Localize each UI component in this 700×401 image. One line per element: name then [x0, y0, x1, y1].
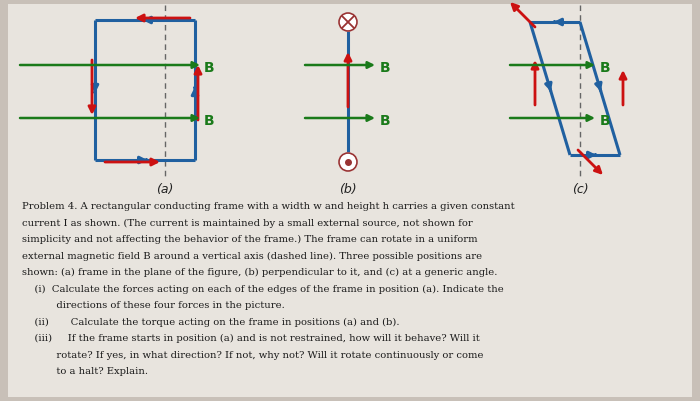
Text: B: B [380, 114, 391, 128]
Text: Problem 4. A rectangular conducting frame with a width w and height h carries a : Problem 4. A rectangular conducting fram… [22, 202, 514, 211]
Text: (a): (a) [156, 183, 174, 196]
Text: shown: (a) frame in the plane of the figure, (b) perpendicular to it, and (c) at: shown: (a) frame in the plane of the fig… [22, 268, 498, 277]
Text: B: B [600, 114, 610, 128]
Circle shape [339, 13, 357, 31]
Text: (i)  Calculate the forces acting on each of the edges of the frame in position (: (i) Calculate the forces acting on each … [22, 284, 504, 294]
Text: external magnetic field B around a vertical axis (dashed line). Three possible p: external magnetic field B around a verti… [22, 251, 482, 261]
Text: (ii)       Calculate the torque acting on the frame in positions (a) and (b).: (ii) Calculate the torque acting on the … [22, 318, 400, 327]
Text: rotate? If yes, in what direction? If not, why not? Will it rotate continuously : rotate? If yes, in what direction? If no… [22, 350, 484, 360]
Text: directions of these four forces in the picture.: directions of these four forces in the p… [22, 301, 285, 310]
Text: B: B [204, 114, 215, 128]
Text: B: B [204, 61, 215, 75]
Text: B: B [600, 61, 610, 75]
Text: to a halt? Explain.: to a halt? Explain. [22, 367, 148, 376]
Text: (c): (c) [572, 183, 588, 196]
Text: simplicity and not affecting the behavior of the frame.) The frame can rotate in: simplicity and not affecting the behavio… [22, 235, 477, 244]
Text: current I as shown. (The current is maintained by a small external source, not s: current I as shown. (The current is main… [22, 219, 472, 228]
Text: (iii)     If the frame starts in position (a) and is not restrained, how will it: (iii) If the frame starts in position (a… [22, 334, 480, 343]
Text: B: B [380, 61, 391, 75]
Text: (b): (b) [340, 183, 357, 196]
Circle shape [339, 153, 357, 171]
